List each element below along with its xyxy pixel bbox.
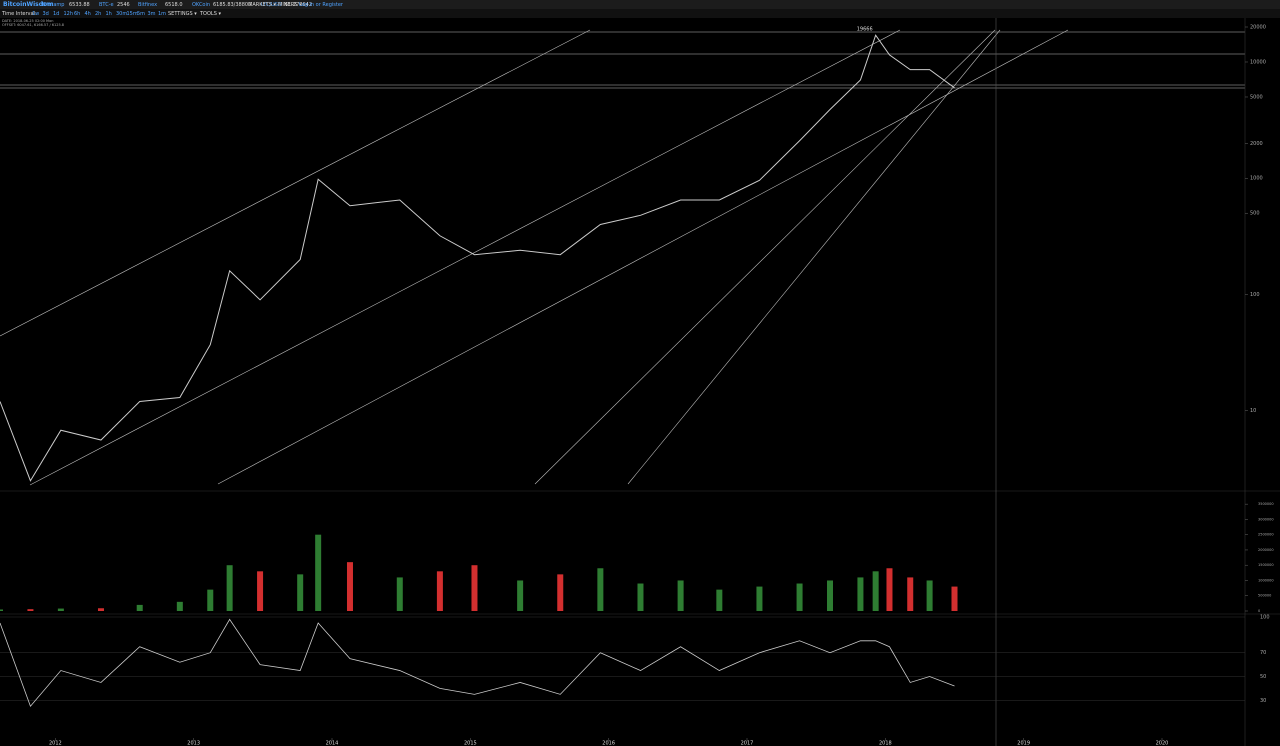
interval[interactable]: 1w [32, 11, 39, 17]
y-tick-label: 10000 [1250, 59, 1266, 65]
price-line [0, 34, 955, 482]
volume-tick-label: 500000 [1258, 594, 1271, 598]
volume-bar [57, 608, 64, 611]
ticker-name[interactable]: LTC/USD [261, 2, 282, 8]
volume-bar [857, 577, 864, 611]
volume-tick-label: 0 [1258, 609, 1260, 613]
volume-bar [257, 571, 264, 611]
peak-label: 19666 [857, 27, 873, 33]
toolbar [0, 9, 1280, 18]
volume-bar [0, 609, 3, 611]
volume-bar [176, 601, 183, 611]
ticker-price: 6518.0 [165, 2, 183, 8]
y-tick-label: 1000 [1250, 176, 1263, 182]
x-tick-label: 2014 [326, 741, 339, 746]
volume-bar [136, 604, 143, 611]
x-tick-label: 2016 [602, 741, 615, 746]
interval[interactable]: 1h [106, 11, 112, 17]
ticker-price: 6185.83/38800 [213, 2, 251, 8]
interval[interactable]: 5m [137, 11, 145, 17]
volume-bar [207, 589, 214, 611]
tools[interactable]: TOOLS ▾ [199, 11, 221, 17]
interval[interactable]: 1d [53, 11, 59, 17]
volume-bar [796, 583, 803, 611]
x-tick-label: 2012 [49, 741, 62, 746]
volume-bar [951, 586, 958, 611]
x-tick-label: 2019 [1017, 741, 1030, 746]
settings[interactable]: SETTINGS ▾ [168, 11, 197, 17]
y-tick-label: 10 [1250, 408, 1256, 414]
volume-bar [557, 574, 564, 611]
volume-bar [226, 565, 233, 611]
interval[interactable]: 3m [148, 11, 156, 17]
volume-bar [637, 583, 644, 611]
x-tick-label: 2018 [879, 741, 892, 746]
volume-bar [315, 534, 322, 611]
drawings [0, 18, 1280, 746]
interval[interactable]: 6h [74, 11, 80, 17]
volume-bar [756, 586, 763, 611]
volume-tick-label: 1500000 [1258, 563, 1274, 567]
volume-bar [97, 608, 104, 611]
ticker-name[interactable]: OKCoin [192, 2, 210, 8]
rsi-tick-label: 30 [1260, 698, 1266, 704]
rsi-tick-label: 100 [1260, 615, 1270, 621]
volume-tick-label: 1000000 [1258, 578, 1274, 582]
menu[interactable]: MARKETS ▾ [248, 2, 276, 8]
interval[interactable]: 30m [116, 11, 127, 17]
interval[interactable]: 3d [43, 11, 49, 17]
volume-bar [872, 571, 879, 611]
volume-bar [886, 568, 893, 611]
interval[interactable]: 15m [127, 11, 138, 17]
y-tick-label: 20000 [1250, 25, 1266, 31]
ticker-price: 6533.88 [69, 2, 90, 8]
interval[interactable]: 4h [85, 11, 91, 17]
x-tick-label: 2013 [187, 741, 200, 746]
volume-bar [471, 565, 478, 611]
volume-tick-label: 3500000 [1258, 502, 1274, 506]
x-tick-label: 2015 [464, 741, 477, 746]
interval-label: Time Interval: [1, 11, 37, 17]
x-tick-label: 2020 [1156, 741, 1169, 746]
rsi-tick-label: 50 [1260, 674, 1266, 680]
ticker-name[interactable]: BTC-e [99, 2, 114, 8]
volume-bar [597, 568, 604, 611]
top-bar [0, 0, 1280, 9]
y-tick-label: 5000 [1250, 94, 1263, 100]
volume-bar [716, 589, 723, 611]
y-tick-label: 500 [1250, 211, 1260, 217]
volume-bar [436, 571, 443, 611]
volume-bar [396, 577, 403, 611]
volume-bar [926, 580, 933, 611]
interval[interactable]: 12h [64, 11, 74, 17]
volume-bar [346, 562, 353, 611]
y-tick-label: 100 [1250, 292, 1260, 298]
volume-bar [677, 580, 684, 611]
info-line: OFFSET: 6047.61, 6166.57 / 6125.8 [2, 23, 64, 27]
rsi-tick-label: 70 [1260, 650, 1266, 656]
volume-bar [297, 574, 304, 611]
ticker-name[interactable]: Bitfinex [138, 2, 157, 8]
volume-bar [517, 580, 524, 611]
brand[interactable]: BitcoinWisdom [3, 1, 53, 8]
volume-tick-label: 3000000 [1258, 517, 1274, 521]
rsi-line [0, 618, 955, 708]
ticker-price: 2546 [117, 2, 130, 8]
volume-bar [27, 609, 34, 611]
interval[interactable]: 2h [95, 11, 101, 17]
volume-tick-label: 2000000 [1258, 548, 1274, 552]
login[interactable]: Log in or Register [299, 2, 344, 8]
info-line: DATE: 2018-06-25 02:00 Mon [2, 19, 53, 23]
interval[interactable]: 1m [158, 11, 166, 17]
x-tick-label: 2017 [741, 741, 754, 746]
ticker-name[interactable]: Bitstamp [42, 2, 64, 8]
volume-bar [907, 577, 914, 611]
volume-bar [827, 580, 833, 611]
menu[interactable]: MINERS ▾ [278, 2, 302, 8]
volume-tick-label: 2500000 [1258, 533, 1274, 537]
y-tick-label: 2000 [1250, 141, 1263, 147]
ticker-price: 61.273642 [285, 2, 312, 8]
